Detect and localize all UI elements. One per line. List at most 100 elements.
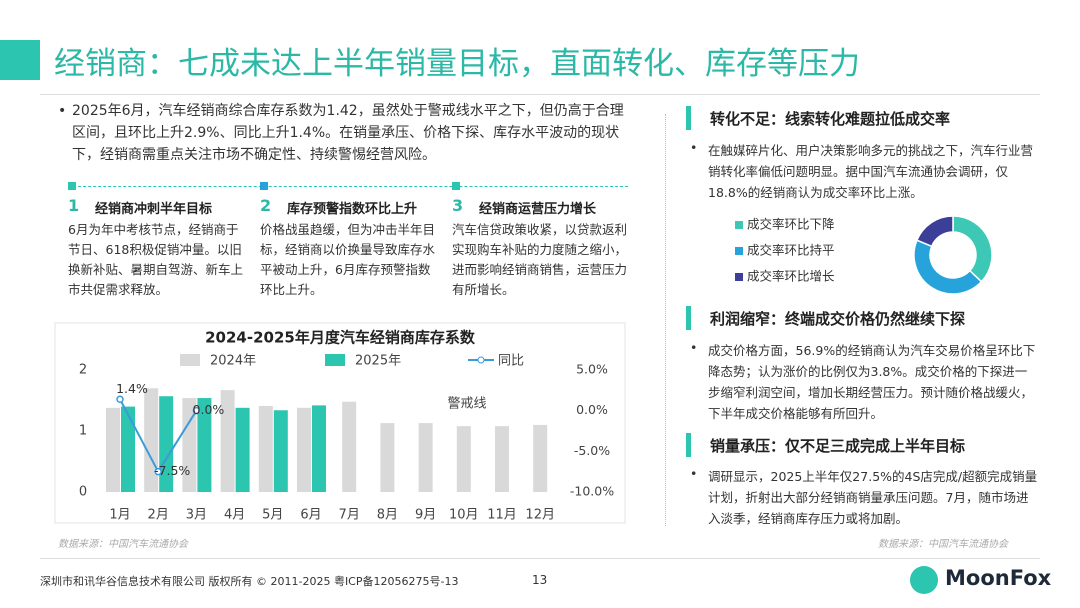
x-tick-label: 7月 [339, 508, 360, 523]
footer-line [40, 558, 1040, 559]
section-text: 调研显示，2025上半年仅27.5%的4S店完成/超额完成销量计划，折射出大部分… [708, 469, 1038, 526]
intro-text: 2025年6月，汽车经销商综合库存系数为1.42，虽然处于警戒线水平之下，但仍高… [72, 103, 624, 163]
point-text: 汽车信贷政策收紧，以贷款返利实现购车补贴的力度随之缩小，进而影响经销商销售，运营… [452, 222, 628, 297]
donut-slice [913, 239, 983, 295]
legend-label: 成交率环比持平 [747, 243, 835, 258]
bullet: • [690, 140, 698, 155]
data-label: 1.4% [116, 381, 148, 396]
section-text: 在触媒碎片化、用户决策影响多元的挑战之下，汽车行业营销转化率偏低问题明显。据中国… [708, 143, 1034, 200]
bar [533, 424, 548, 492]
source: 数据来源：中国汽车流通协会 [58, 539, 188, 550]
point-marker [68, 182, 76, 190]
point-text: 6月为年中考核节点，经销商于节日、618积极促销冲量。以旧换新补贴、暑期自驾游、… [68, 222, 244, 297]
bar [106, 407, 120, 492]
point-number: 2 [260, 196, 272, 215]
bullet: • [690, 466, 698, 481]
bullet: • [690, 340, 698, 355]
bar [418, 423, 433, 492]
x-tick-label: 5月 [262, 508, 283, 523]
y-tick-label: 2 [79, 363, 87, 378]
legend-swatch [735, 221, 743, 229]
x-tick-label: 6月 [300, 508, 321, 523]
legend-swatch [325, 354, 345, 366]
section-text: 成交价格方面，56.9%的经销商认为汽车交易价格呈环比下降态势；认为涨价的比例仅… [708, 343, 1036, 421]
y2-tick-label: -10.0% [570, 484, 614, 499]
legend-label: 同比 [498, 354, 524, 369]
separator [68, 186, 628, 187]
legend-swatch [735, 247, 743, 255]
bar [220, 390, 235, 492]
donut-slice [952, 215, 993, 283]
bar [235, 407, 250, 492]
legend-swatch [477, 356, 485, 364]
bar [297, 407, 311, 492]
point-marker [260, 182, 268, 190]
data-label: -7.5% [154, 463, 190, 478]
legend-swatch [180, 354, 200, 366]
x-tick-label: 9月 [415, 508, 436, 523]
x-tick-label: 1月 [109, 508, 130, 523]
section-marker [686, 306, 691, 330]
x-tick-label: 8月 [377, 508, 398, 523]
bar [273, 410, 288, 492]
bar [182, 398, 197, 492]
chart-frame [54, 322, 626, 524]
x-tick-label: 4月 [224, 508, 245, 523]
bar [456, 426, 471, 492]
chart-title: 2024-2025年月度汽车经销商库存系数 [205, 329, 476, 347]
logo: MoonFox [945, 566, 1052, 590]
intro: • 2025年6月，汽车经销商综合库存系数为1.42，虽然处于警戒线水平之下，但仍… [58, 103, 624, 163]
bar [197, 398, 212, 492]
bar [342, 401, 357, 492]
y-tick-label: 0 [79, 485, 87, 500]
legend-label: 成交率环比增长 [747, 269, 835, 284]
source: 数据来源：中国汽车流通协会 [878, 539, 1008, 550]
y-tick-label: 1 [79, 424, 87, 439]
point-number: 1 [68, 196, 80, 215]
line-point [192, 406, 201, 415]
point-title: 库存预警指数环比上升 [287, 202, 418, 217]
legend-label: 2024年 [210, 354, 256, 369]
page-title: 经销商：七成未达上半年销量目标，直面转化、库存等压力 [54, 46, 860, 82]
bar [312, 405, 326, 492]
y2-tick-label: 5.0% [576, 362, 608, 377]
section-title: 转化不足：线索转化难题拉低成交率 [710, 110, 951, 128]
bar [495, 426, 509, 492]
data-label: 0.0% [193, 402, 225, 417]
legend-label: 成交率环比下降 [747, 217, 835, 232]
y2-tick-label: 0.0% [576, 402, 608, 417]
column-divider [665, 114, 666, 526]
bar [380, 423, 395, 492]
bar [159, 396, 174, 492]
x-tick-label: 2月 [148, 508, 169, 523]
section-title: 利润缩窄：终端成交价格仍然继续下探 [710, 310, 966, 328]
logo-icon [910, 566, 938, 594]
x-tick-label: 12月 [525, 508, 555, 523]
x-tick-label: 11月 [487, 508, 517, 523]
x-tick-label: 3月 [186, 508, 207, 523]
point-title: 经销商运营压力增长 [479, 202, 597, 217]
line-point [116, 395, 124, 404]
donut-slice [915, 215, 954, 248]
section-marker [686, 106, 691, 130]
title-marker [0, 40, 40, 80]
point-title: 经销商冲刺半年目标 [95, 202, 213, 217]
legend-label: 2025年 [355, 354, 401, 369]
section-title: 销量承压：仅不足三成完成上半年目标 [710, 437, 966, 455]
annotation: 警戒线 [447, 396, 486, 412]
bar [121, 406, 135, 492]
divider [40, 94, 1040, 95]
page-number: 13 [532, 573, 548, 587]
legend-swatch [735, 273, 743, 281]
section-marker [686, 433, 691, 457]
y2-tick-label: -5.0% [574, 443, 610, 458]
copyright: 深圳市和讯华谷信息技术有限公司 版权所有 © 2011-2025 粤ICP备12… [40, 575, 459, 588]
line-point [154, 467, 162, 476]
point-text: 价格战虽趋缓，但为冲击半年目标，经销商以价换量导致库存水平被动上升，6月库存预警… [260, 222, 436, 297]
x-tick-label: 10月 [449, 508, 479, 523]
point-marker [452, 182, 460, 190]
point-number: 3 [452, 196, 464, 215]
bar [258, 405, 273, 492]
